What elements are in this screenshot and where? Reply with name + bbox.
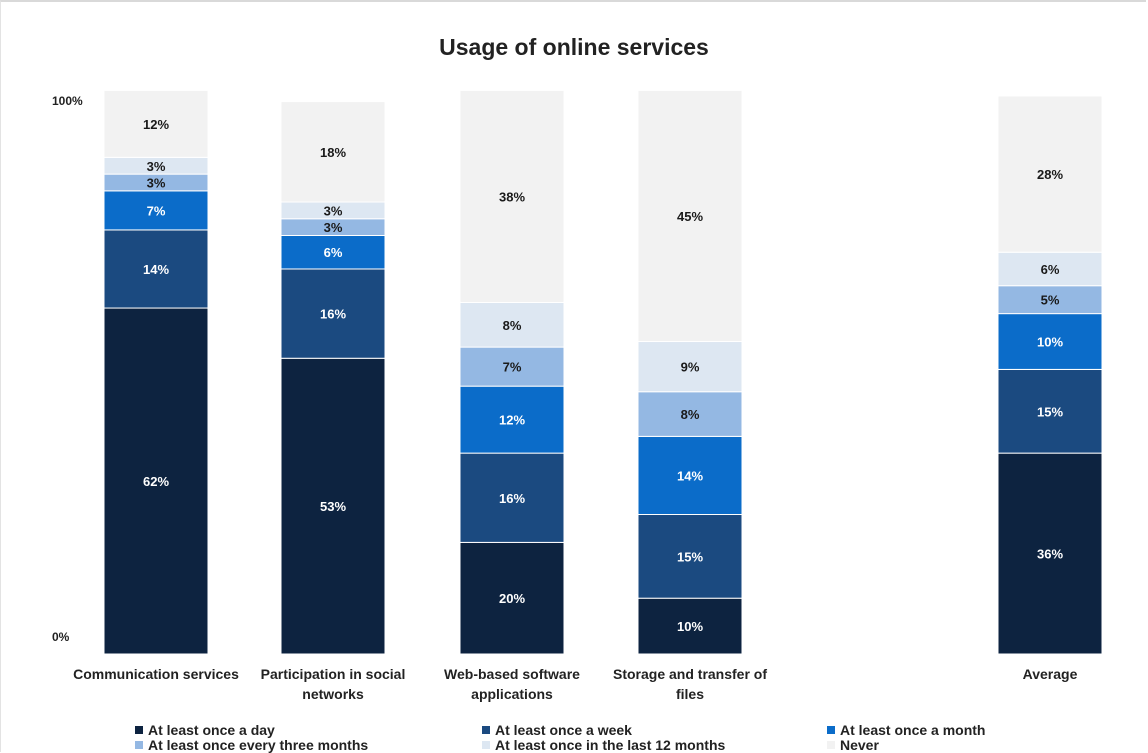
data-label: 3%	[324, 203, 343, 218]
data-label: 6%	[324, 245, 343, 260]
bar-segment	[280, 357, 386, 655]
bar-segment	[997, 368, 1103, 454]
category-label-social-networks: Participation in social networks	[260, 666, 406, 702]
bar-segment	[637, 391, 743, 437]
data-label: 7%	[503, 360, 522, 375]
y-tick-bottom: 0%	[52, 630, 70, 644]
data-label: 53%	[320, 499, 346, 514]
data-label: 8%	[503, 318, 522, 333]
bar-segment	[459, 346, 565, 387]
bar-segment	[459, 301, 565, 348]
data-label: 6%	[1041, 262, 1060, 277]
data-label: 18%	[320, 145, 346, 160]
category-label-storage: Storage and transfer of files	[612, 666, 768, 702]
data-label: 14%	[677, 468, 703, 483]
bar-segment	[103, 229, 209, 309]
bar-segment	[459, 541, 565, 655]
bar-segment	[997, 313, 1103, 370]
data-label: 16%	[320, 307, 346, 322]
bar-segment	[280, 235, 386, 270]
data-label: 62%	[143, 474, 169, 489]
data-label: 38%	[499, 189, 525, 204]
bar-segment	[103, 190, 209, 231]
bar-segment	[997, 251, 1103, 287]
data-label: 3%	[147, 159, 166, 174]
data-label: 3%	[324, 220, 343, 235]
bar-segment	[637, 435, 743, 516]
category-label-communication: Communication services	[73, 666, 239, 682]
data-label: 14%	[143, 262, 169, 277]
data-label: 45%	[677, 209, 703, 224]
bar-segment	[459, 452, 565, 543]
data-label: 12%	[143, 117, 169, 132]
category-label-average: Average	[1022, 666, 1078, 682]
y-tick-top: 100%	[52, 94, 83, 108]
data-label: 3%	[147, 175, 166, 190]
bar-segment	[280, 268, 386, 359]
data-label: 8%	[681, 407, 700, 422]
bar-segment	[103, 307, 209, 655]
data-label: 36%	[1037, 547, 1063, 562]
data-label: 20%	[499, 591, 525, 606]
bar-segment	[459, 385, 565, 454]
data-label: 10%	[1037, 335, 1063, 350]
bar-segment	[103, 89, 209, 158]
data-label: 9%	[681, 360, 700, 375]
data-label: 15%	[677, 549, 703, 564]
category-label-web-apps: Web-based software applications	[444, 666, 580, 702]
data-label: 16%	[499, 491, 525, 506]
data-label: 15%	[1037, 404, 1063, 419]
bar-segment	[280, 101, 386, 203]
data-label: 7%	[147, 203, 166, 218]
chart-title: Usage of online services	[439, 34, 709, 60]
bar-segment	[637, 514, 743, 599]
bar-segment	[637, 89, 743, 343]
data-label: 5%	[1041, 293, 1060, 308]
bar-segment	[997, 95, 1103, 253]
bar-segment	[637, 341, 743, 393]
data-label: 12%	[499, 413, 525, 428]
data-label: 28%	[1037, 167, 1063, 182]
bar-segment	[459, 89, 565, 303]
data-label: 10%	[677, 619, 703, 634]
